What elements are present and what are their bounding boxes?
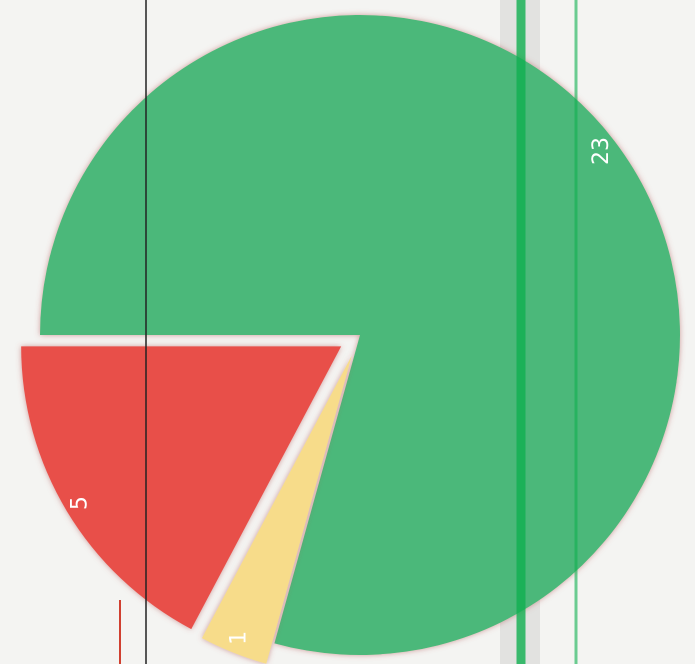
pie-slice [21, 346, 342, 630]
slice-label: 5 [68, 496, 93, 510]
slice-label: 1 [226, 631, 251, 645]
slice-label: 23 [589, 137, 614, 165]
labels: 23 1 5 [68, 137, 614, 645]
pie-slice [201, 355, 352, 664]
